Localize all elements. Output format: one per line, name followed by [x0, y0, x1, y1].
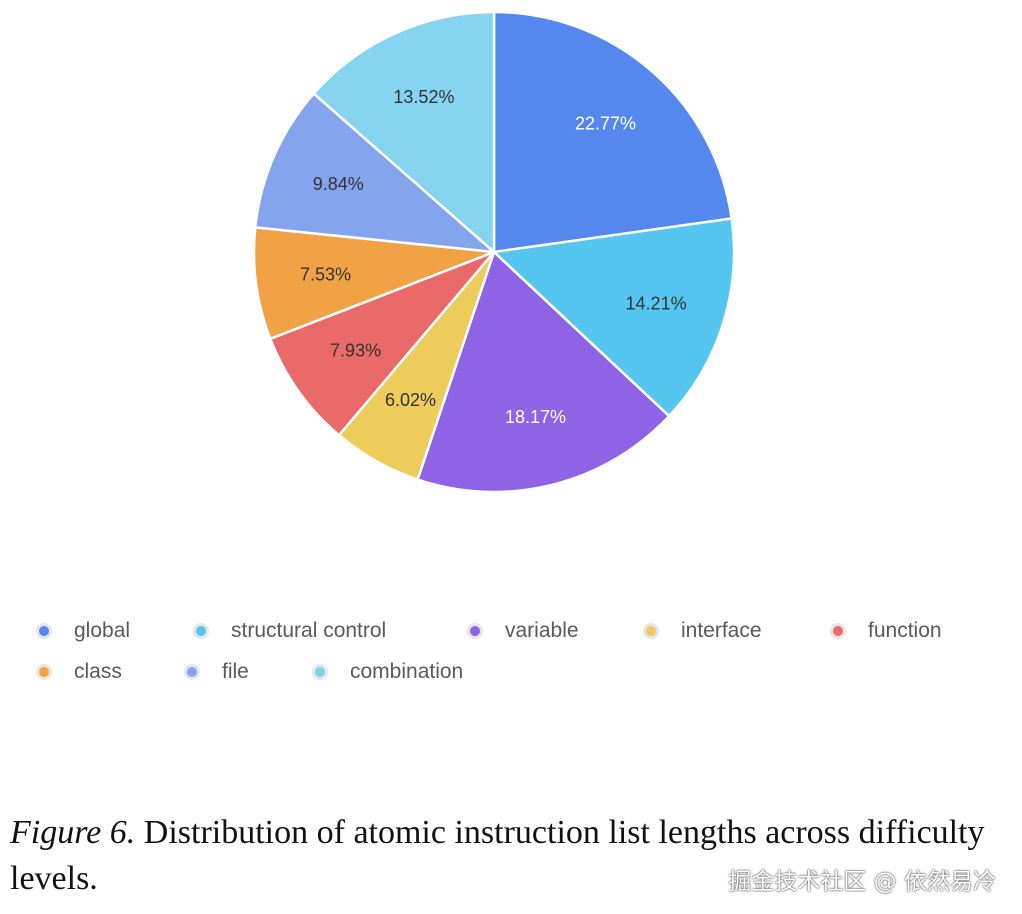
- pie-value-label-structural-control: 14.21%: [626, 293, 687, 313]
- pie-slice-function: [269, 250, 496, 437]
- legend-label: function: [868, 619, 942, 642]
- pie-value-label-interface: 6.02%: [385, 390, 436, 410]
- legend-label: interface: [681, 619, 762, 642]
- legend-item-global[interactable]: global: [36, 617, 130, 645]
- legend-marker-icon: [643, 623, 659, 639]
- legend-label: variable: [505, 619, 579, 642]
- figure-caption: Figure 6. Distribution of atomic instruc…: [10, 810, 1000, 902]
- pie-slice-file: [254, 92, 496, 254]
- legend-item-variable[interactable]: variable: [467, 617, 579, 645]
- legend-item-class[interactable]: class: [36, 658, 122, 686]
- pie-value-label-function: 7.93%: [330, 341, 381, 361]
- legend-label: file: [222, 660, 249, 683]
- legend-marker-icon: [184, 664, 200, 680]
- legend-label: combination: [350, 660, 464, 683]
- legend-item-interface[interactable]: interface: [643, 617, 762, 645]
- legend-marker-icon: [193, 623, 209, 639]
- legend-marker-icon: [467, 623, 483, 639]
- legend-item-structural-control[interactable]: structural control: [193, 617, 386, 645]
- pie-slice-global: [492, 10, 733, 254]
- legend-item-file[interactable]: file: [184, 658, 249, 686]
- legend-item-function[interactable]: function: [830, 617, 942, 645]
- legend: global structural control variable interfac…: [36, 617, 942, 686]
- pie-chart: 22.77% 14.21% 18.17% 6.02% 7.93% 7.53% 9.84% 13…: [252, 10, 736, 494]
- legend-label: global: [74, 619, 131, 642]
- pie-slice-combination: [312, 10, 496, 254]
- pie-value-label-global: 22.77%: [575, 114, 636, 134]
- legend-marker-icon: [36, 664, 52, 680]
- legend-label: structural control: [231, 619, 387, 642]
- legend-marker-icon: [830, 623, 846, 639]
- pie-slices: [252, 10, 736, 494]
- pie-value-label-file: 9.84%: [313, 174, 364, 194]
- caption-figure-label: Figure 6.: [10, 814, 136, 851]
- watermark: 掘金技术社区 @ 依然易冷: [728, 869, 996, 895]
- legend-item-combination[interactable]: combination: [312, 658, 463, 686]
- pie-value-label-combination: 13.52%: [393, 87, 454, 107]
- pie-value-labels: 22.77% 14.21% 18.17% 6.02% 7.93% 7.53% 9.84% 13…: [300, 87, 687, 427]
- pie-slice-variable: [416, 250, 671, 494]
- legend-marker-icon: [312, 664, 328, 680]
- pie-slice-structural-control: [492, 217, 736, 418]
- caption-text: Distribution of atomic instruction list …: [10, 814, 985, 897]
- pie-value-label-class: 7.53%: [300, 265, 351, 285]
- pie-slice-class: [252, 226, 496, 341]
- legend-marker-icon: [36, 623, 52, 639]
- legend-label: class: [74, 660, 122, 683]
- pie-value-label-variable: 18.17%: [505, 407, 566, 427]
